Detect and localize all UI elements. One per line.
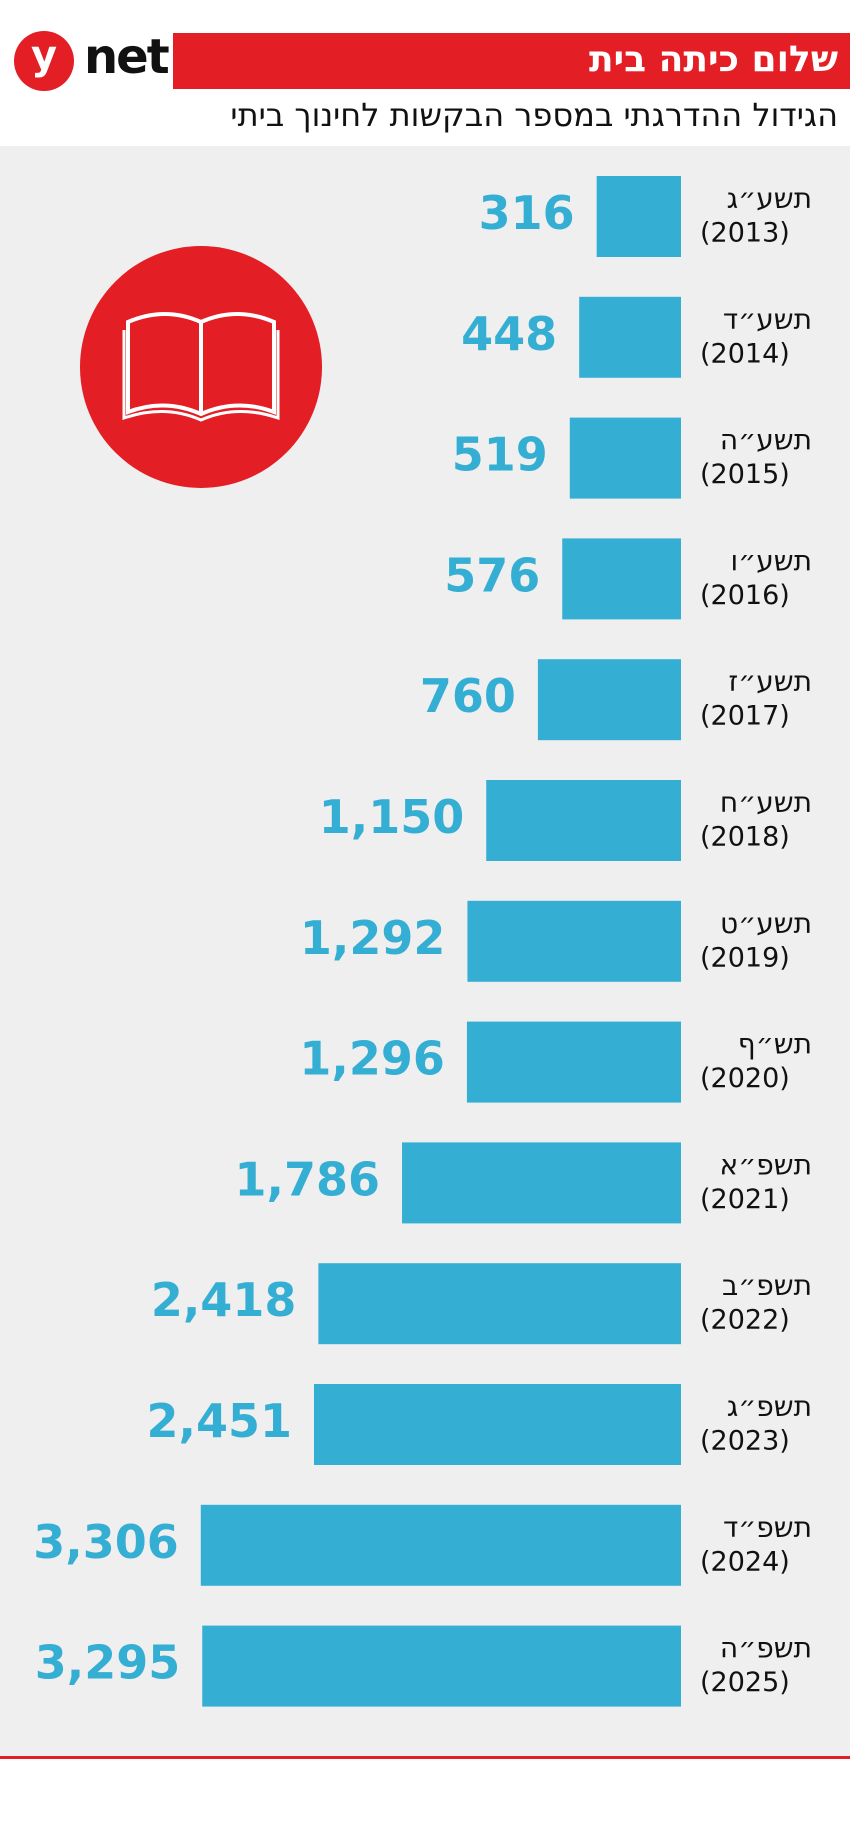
value-label: 1,786 <box>235 1152 381 1206</box>
year-label: (2014) <box>700 338 790 369</box>
category-label: תשפ״ג <box>727 1390 812 1423</box>
category-label: תשפ״א <box>720 1148 813 1181</box>
bar <box>579 296 681 378</box>
value-label: 3,295 <box>35 1636 181 1690</box>
footer-line <box>0 1756 850 1759</box>
bar <box>466 1021 681 1103</box>
year-label: (2020) <box>700 1063 790 1094</box>
value-label: 3,306 <box>33 1515 179 1569</box>
value-label: 2,418 <box>151 1273 297 1327</box>
category-label: תשפ״ב <box>722 1269 812 1302</box>
value-label: 576 <box>444 548 540 602</box>
logo-y: y <box>31 33 57 79</box>
year-label: (2021) <box>700 1184 790 1215</box>
year-label: (2025) <box>700 1667 790 1698</box>
category-label: תשע״ה <box>720 424 812 457</box>
bar <box>596 176 681 257</box>
logo-net: net <box>84 29 169 85</box>
value-label: 519 <box>452 428 548 482</box>
category-label: תשע״ז <box>728 665 812 698</box>
year-label: (2024) <box>700 1546 790 1577</box>
year-label: (2023) <box>700 1426 790 1457</box>
year-label: (2019) <box>700 942 790 973</box>
bar <box>318 1263 681 1345</box>
chart-title: שלום כיתה בית <box>589 39 838 80</box>
bar <box>569 417 681 499</box>
bar <box>402 1142 681 1224</box>
title-bar <box>173 33 850 89</box>
category-label: תשע״ט <box>720 907 812 940</box>
value-label: 448 <box>461 307 557 361</box>
bar <box>562 538 681 620</box>
value-label: 1,296 <box>299 1032 445 1086</box>
category-label: תשע״ו <box>731 544 812 577</box>
value-label: 1,292 <box>300 911 446 965</box>
book <box>126 312 276 417</box>
year-label: (2017) <box>700 701 790 732</box>
year-label: (2015) <box>700 459 790 490</box>
year-label: (2013) <box>700 218 790 249</box>
category-label: תשפ״ד <box>723 1511 812 1544</box>
category-label: תש״ף <box>738 1028 812 1061</box>
value-label: 2,451 <box>146 1394 292 1448</box>
book-icon <box>80 246 322 488</box>
category-label: תשע״ג <box>727 182 812 215</box>
year-label: (2022) <box>700 1305 790 1336</box>
bar <box>313 1384 681 1465</box>
bar <box>200 1504 682 1586</box>
logo-circle <box>14 31 74 91</box>
year-label: (2016) <box>700 580 790 611</box>
value-label: 316 <box>479 186 575 240</box>
value-label: 1,150 <box>319 790 465 844</box>
category-label: תשע״ד <box>723 303 812 336</box>
bar <box>467 900 681 982</box>
bar <box>537 659 681 741</box>
bar <box>486 780 681 861</box>
value-label: 760 <box>420 669 516 723</box>
category-label: תשע״ח <box>720 786 812 819</box>
chart-subtitle: הגידול ההדרגתי במספר הבקשות לחינוך ביתי <box>230 96 838 134</box>
category-label: תשפ״ה <box>720 1632 812 1665</box>
year-label: (2018) <box>700 822 790 853</box>
book-cover <box>122 330 280 422</box>
bar <box>202 1625 681 1707</box>
